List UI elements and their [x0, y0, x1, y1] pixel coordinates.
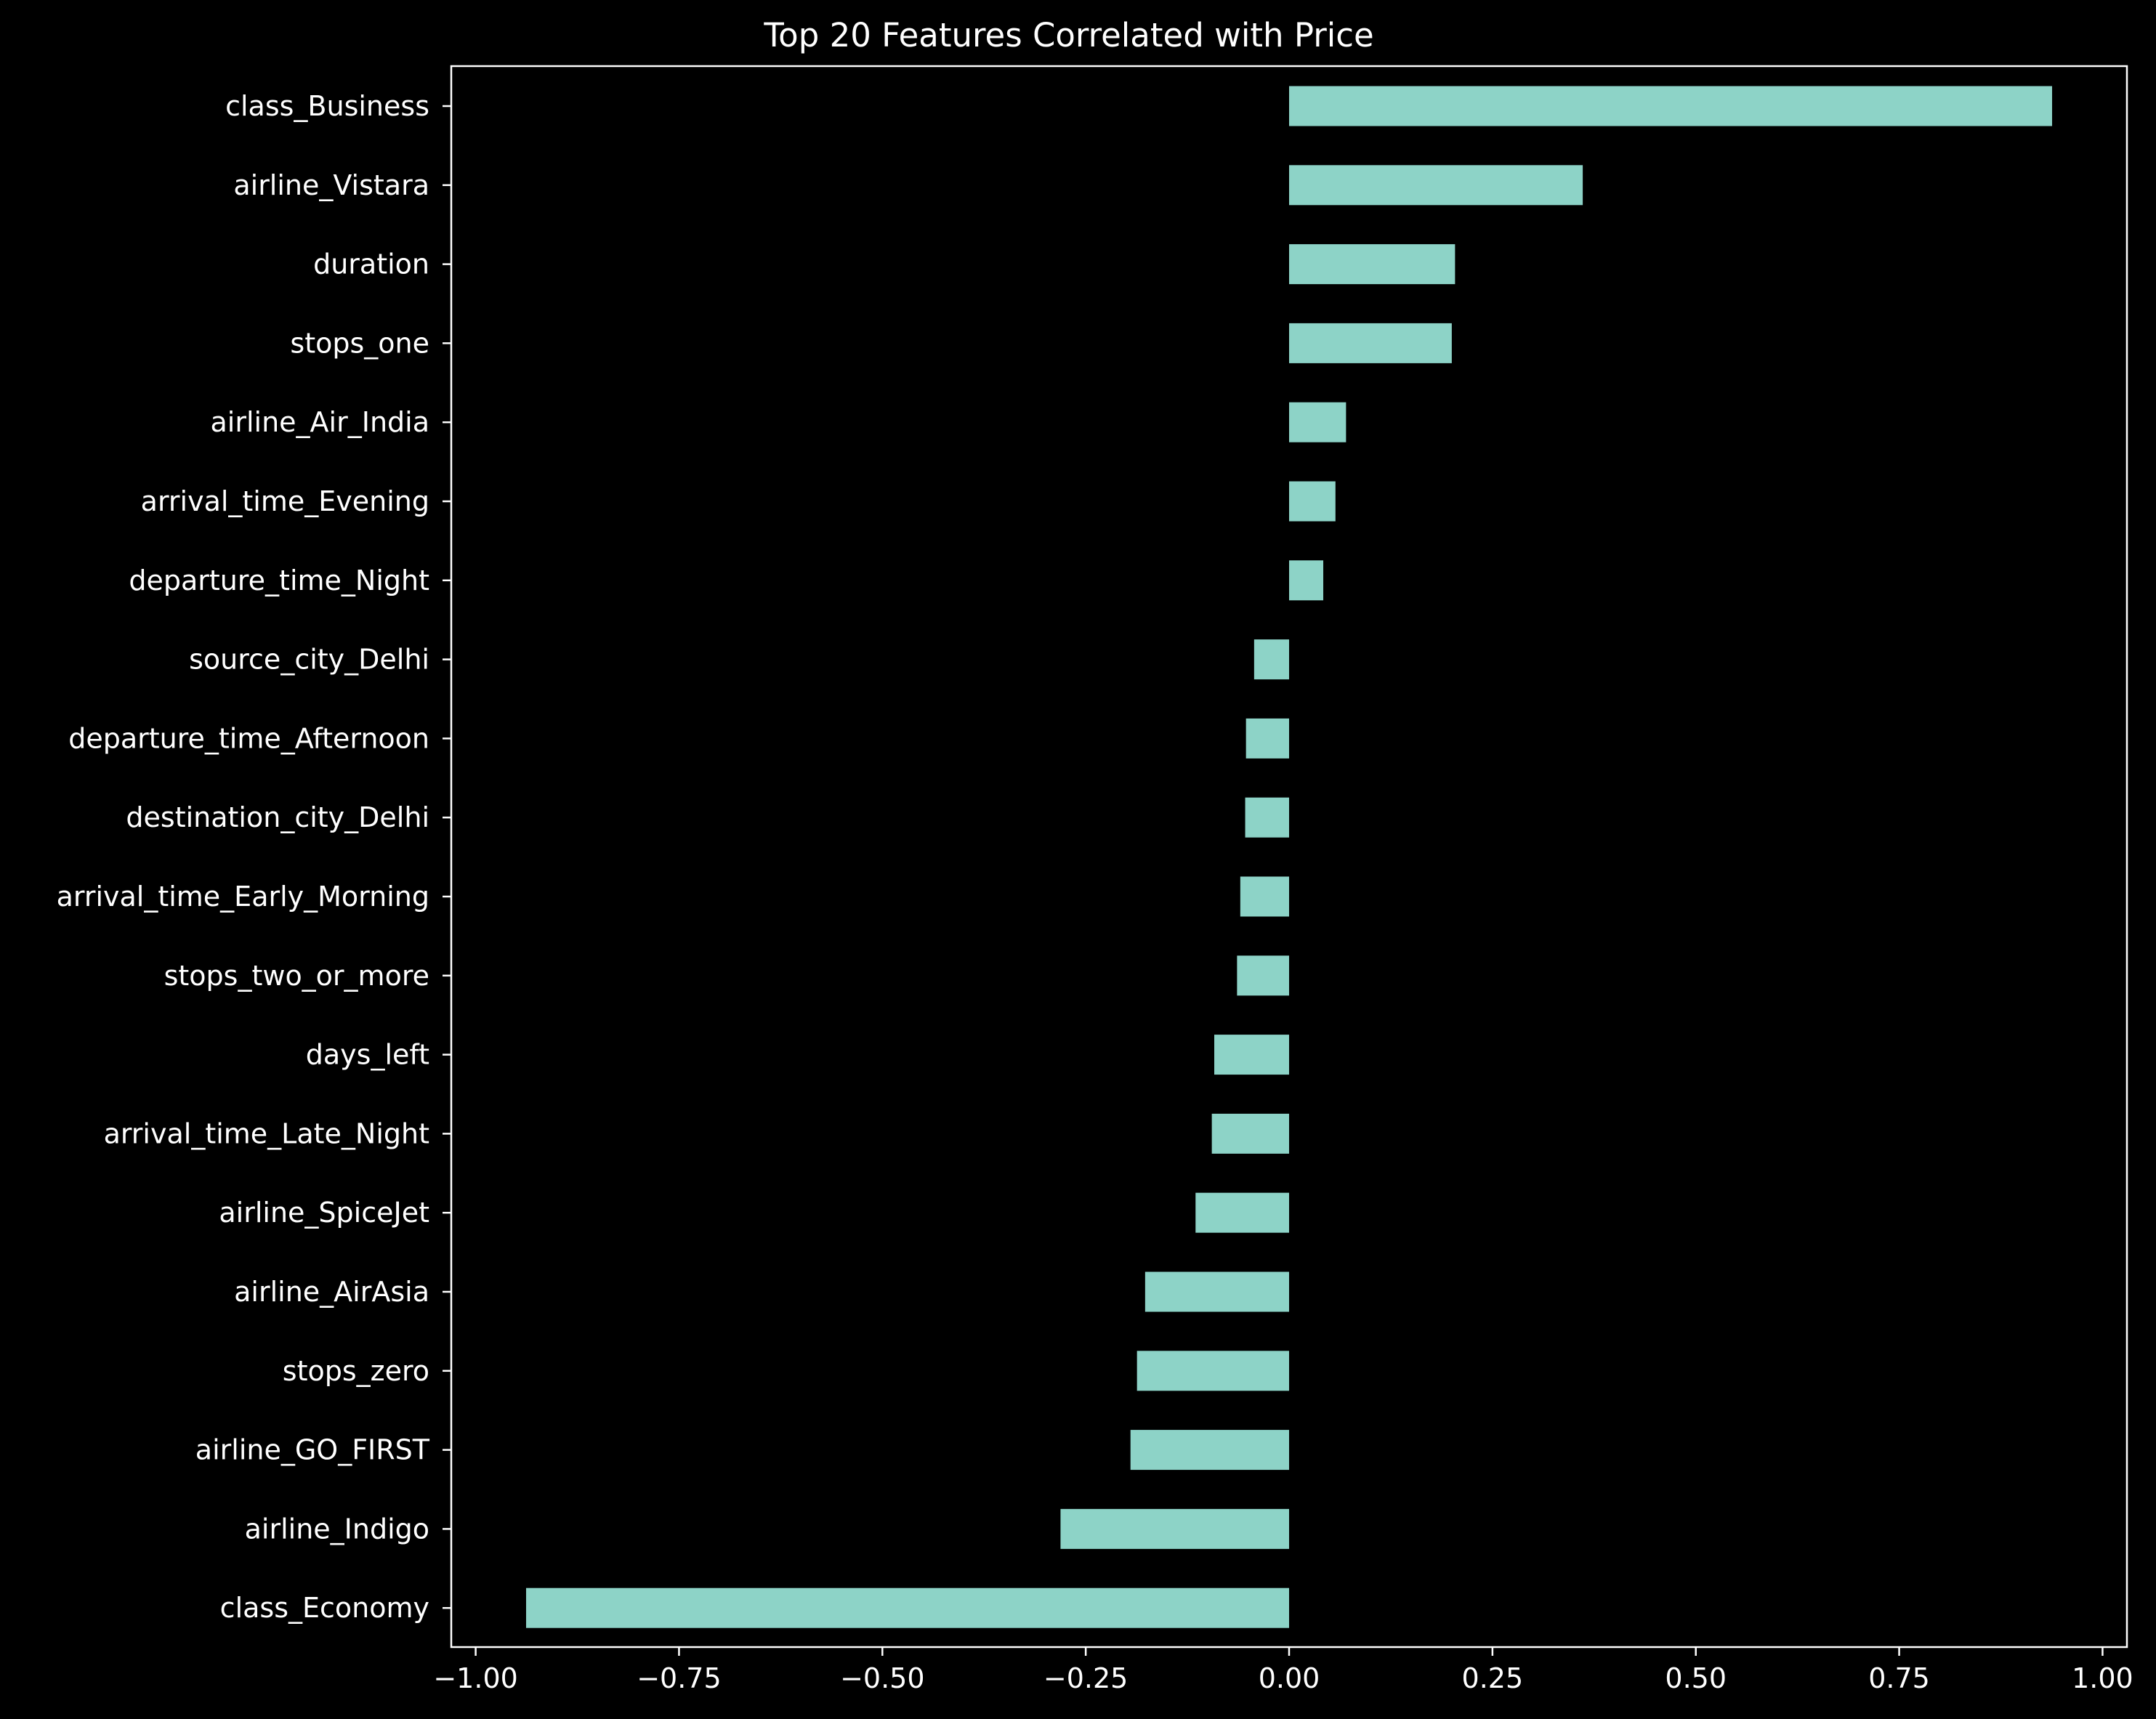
y-tick-label: departure_time_Afternoon	[68, 722, 429, 754]
y-tick-label: arrival_time_Evening	[141, 485, 429, 517]
y-tick-label: source_city_Delhi	[189, 644, 429, 676]
bar-departure_time_Night	[1289, 560, 1324, 601]
y-tick-label: class_Business	[225, 90, 429, 122]
bar-arrival_time_Early_Morning	[1240, 876, 1289, 917]
bar-stops_zero	[1136, 1351, 1289, 1391]
bar-days_left	[1214, 1035, 1289, 1075]
x-axis: −1.00 −0.75 −0.50 −0.25 0.00 0.25 0.50 0.75 1.00	[433, 1647, 2133, 1694]
bars-layer	[525, 86, 2053, 1628]
bar-airline_SpiceJet	[1195, 1192, 1289, 1233]
bar-stops_one	[1289, 323, 1452, 363]
x-tick-label: 1.00	[2072, 1662, 2133, 1694]
x-tick-label: 0.75	[1868, 1662, 1930, 1694]
y-tick-label: arrival_time_Late_Night	[104, 1117, 429, 1149]
y-tick-label: destination_city_Delhi	[126, 801, 429, 833]
y-tick-label: arrival_time_Early_Morning	[57, 881, 429, 913]
y-tick-label: airline_SpiceJet	[219, 1197, 429, 1229]
y-tick-label: airline_Indigo	[245, 1513, 429, 1545]
y-tick-label: airline_GO_FIRST	[195, 1434, 430, 1466]
x-tick-label: −1.00	[433, 1662, 517, 1694]
y-tick-label: class_Economy	[220, 1592, 429, 1624]
bar-destination_city_Delhi	[1245, 797, 1289, 838]
y-tick-label: departure_time_Night	[129, 565, 429, 596]
x-tick-label: 0.50	[1665, 1662, 1727, 1694]
y-tick-label: airline_Vistara	[233, 169, 429, 201]
bar-airline_Indigo	[1060, 1508, 1289, 1549]
y-tick-label: duration	[313, 248, 429, 280]
y-tick-label: days_left	[306, 1039, 429, 1071]
y-tick-label: airline_AirAsia	[234, 1276, 429, 1308]
y-tick-label: stops_two_or_more	[164, 960, 429, 992]
bar-class_Business	[1289, 86, 2053, 126]
y-axis: class_Business airline_Vistara duration sto…	[57, 90, 451, 1624]
bar-departure_time_Afternoon	[1245, 718, 1289, 759]
bar-airline_GO_FIRST	[1130, 1430, 1289, 1471]
bar-arrival_time_Late_Night	[1211, 1113, 1289, 1154]
chart-title: Top 20 Features Correlated with Price	[763, 16, 1373, 54]
bar-class_Economy	[525, 1587, 1290, 1628]
plot-frame	[450, 65, 2128, 1649]
x-tick-label: −0.75	[637, 1662, 721, 1694]
bar-duration	[1289, 244, 1455, 285]
y-tick-label: airline_Air_India	[211, 406, 429, 438]
x-tick-label: 0.00	[1259, 1662, 1320, 1694]
y-tick-label: stops_one	[290, 327, 429, 359]
x-tick-label: −0.25	[1043, 1662, 1128, 1694]
bar-airline_Vistara	[1289, 165, 1583, 206]
y-tick-label: stops_zero	[283, 1355, 429, 1387]
bar-stops_two_or_more	[1237, 955, 1289, 996]
bar-arrival_time_Evening	[1289, 481, 1336, 522]
x-tick-label: −0.50	[840, 1662, 924, 1694]
bar-source_city_Delhi	[1253, 639, 1289, 680]
bar-airline_AirAsia	[1144, 1271, 1289, 1312]
x-tick-label: 0.25	[1462, 1662, 1524, 1694]
bar-airline_Air_India	[1289, 402, 1347, 442]
